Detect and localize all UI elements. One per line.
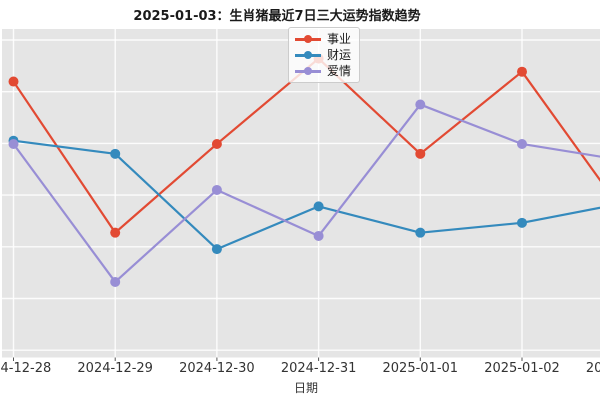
x-axis-label: 日期 (293, 381, 319, 395)
data-point-财运 (211, 244, 222, 255)
data-point-财运 (415, 227, 426, 238)
data-point-事业 (110, 227, 121, 238)
legend-label: 事业 (327, 32, 352, 46)
legend-item: 爱情 (295, 64, 351, 78)
data-point-爱情 (415, 99, 426, 110)
plot-background (2, 29, 600, 358)
legend-label: 财运 (327, 48, 352, 62)
legend-line-marker-icon (295, 66, 321, 76)
data-point-财运 (313, 201, 324, 212)
x-tick-label: 2025-01-01 (382, 361, 459, 376)
x-tick-label: 2025-01-02 (484, 361, 560, 376)
x-tick-label: 2025-01-03 (585, 361, 600, 376)
legend-item: 事业 (295, 32, 351, 46)
data-point-爱情 (517, 138, 527, 149)
legend-line-marker-icon (295, 50, 321, 60)
legend: 事业 财运 爱情 (288, 27, 361, 83)
data-point-财运 (517, 217, 527, 228)
data-point-爱情 (110, 276, 121, 287)
legend-item: 财运 (295, 48, 351, 62)
chart-title: 2025-01-03：生肖猪最近7日三大运势指数趋势 (133, 9, 421, 24)
x-tick-label: 2024-12-29 (77, 361, 153, 376)
legend-line-marker-icon (295, 34, 321, 44)
legend-label: 爱情 (327, 64, 352, 78)
data-point-事业 (517, 66, 527, 77)
data-point-事业 (211, 138, 222, 149)
data-point-爱情 (211, 184, 222, 195)
x-tick-label: 2024-12-28 (0, 361, 52, 376)
x-tick-label: 2024-12-31 (280, 361, 357, 376)
data-point-事业 (8, 76, 19, 87)
data-point-事业 (415, 148, 426, 159)
data-point-爱情 (8, 138, 19, 149)
data-point-爱情 (313, 230, 324, 241)
x-tick-label: 2024-12-30 (179, 361, 255, 376)
data-point-财运 (110, 148, 121, 159)
